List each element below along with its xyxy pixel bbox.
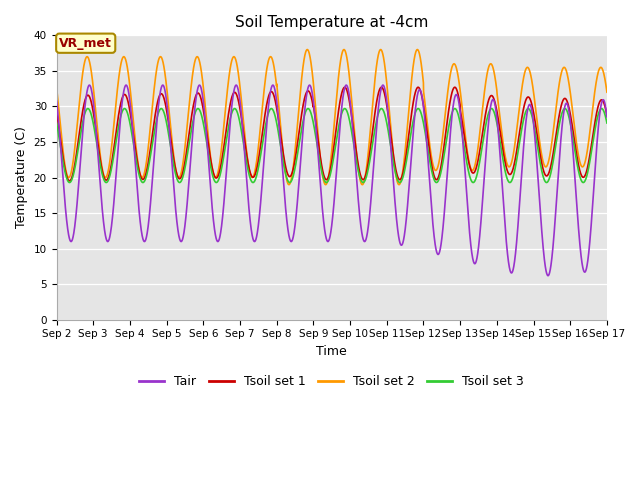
Legend: Tair, Tsoil set 1, Tsoil set 2, Tsoil set 3: Tair, Tsoil set 1, Tsoil set 2, Tsoil se…: [134, 370, 529, 393]
Y-axis label: Temperature (C): Temperature (C): [15, 127, 28, 228]
Title: Soil Temperature at -4cm: Soil Temperature at -4cm: [235, 15, 428, 30]
Text: VR_met: VR_met: [60, 36, 112, 50]
X-axis label: Time: Time: [316, 345, 347, 358]
